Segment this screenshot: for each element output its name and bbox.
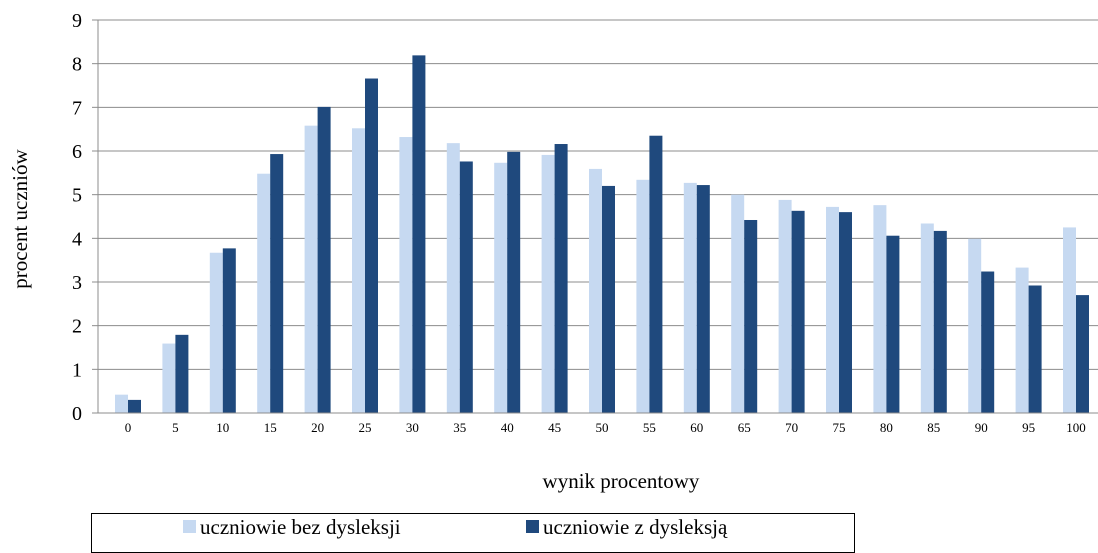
bar-z-dysleksja [886, 235, 900, 413]
y-tick-label: 3 [72, 272, 82, 294]
x-axis-title: wynik procentowy [543, 469, 700, 493]
x-tick-label: 35 [453, 420, 466, 435]
bar-bez-dysleksji [731, 194, 745, 413]
x-tick-label: 45 [548, 420, 561, 435]
x-tick-label: 15 [264, 420, 277, 435]
bar-bez-dysleksji [257, 173, 271, 413]
bar-z-dysleksja [270, 154, 284, 413]
legend-item-z-dysleksja: uczniowie z dysleksją [526, 515, 727, 540]
bar-z-dysleksja [933, 230, 947, 413]
bar-z-dysleksja [981, 271, 995, 413]
y-tick-labels: 0 1 2 3 4 5 6 7 8 9 [72, 10, 82, 425]
bar-bez-dysleksji [446, 143, 460, 413]
bar-bez-dysleksji [1015, 267, 1029, 413]
y-tick-label: 8 [72, 54, 82, 76]
bars [115, 55, 1089, 414]
bar-z-dysleksja [791, 210, 805, 413]
bar-bez-dysleksji [636, 179, 650, 413]
x-tick-label: 75 [833, 420, 846, 435]
bar-bez-dysleksji [115, 394, 128, 413]
bar-z-dysleksja [554, 144, 568, 413]
bar-bez-dysleksji [826, 206, 839, 413]
bar-z-dysleksja [507, 151, 521, 413]
x-tick-label: 100 [1066, 420, 1086, 435]
x-tick-label: 0 [125, 420, 132, 435]
bar-bez-dysleksji [304, 125, 318, 413]
bar-z-dysleksja [1076, 295, 1089, 413]
bar-bez-dysleksji [162, 343, 176, 413]
x-tick-labels: 0 5 10 15 20 25 30 35 40 45 50 55 60 65 70 75 80 85 90 95 10… [125, 420, 1086, 435]
legend-swatch-z-dysleksja [526, 520, 539, 533]
bar-bez-dysleksji [1063, 227, 1076, 413]
bar-z-dysleksja [602, 185, 615, 413]
bar-bez-dysleksji [494, 162, 508, 413]
bar-z-dysleksja [744, 219, 758, 413]
bar-z-dysleksja [412, 55, 426, 414]
x-tick-label: 20 [311, 420, 324, 435]
x-tick-label: 5 [172, 420, 179, 435]
bar-bez-dysleksji [873, 205, 887, 413]
bar-bez-dysleksji [399, 137, 413, 413]
x-tick-label: 85 [927, 420, 940, 435]
y-tick-label: 7 [72, 97, 82, 119]
legend-label-z-dysleksja: uczniowie z dysleksją [543, 515, 728, 539]
x-tick-label: 90 [975, 420, 988, 435]
bar-bez-dysleksji [209, 252, 223, 413]
bar-bez-dysleksji [541, 154, 555, 413]
y-tick-label: 6 [72, 141, 82, 163]
y-axis-title: procent uczniów [8, 148, 32, 288]
bar-bez-dysleksji [968, 238, 982, 413]
bar-z-dysleksja [317, 106, 331, 413]
y-tick-label: 0 [72, 403, 82, 425]
x-tick-label: 95 [1022, 420, 1035, 435]
bar-bez-dysleksji [778, 199, 792, 413]
x-tick-label: 50 [596, 420, 609, 435]
bar-z-dysleksja [1028, 285, 1042, 413]
y-tick-label: 4 [72, 228, 82, 250]
legend: uczniowie bez dysleksji uczniowie z dysl… [91, 513, 855, 553]
x-tick-label: 80 [880, 420, 893, 435]
y-tick-label: 2 [72, 316, 82, 338]
bar-bez-dysleksji [589, 168, 602, 413]
x-tick-label: 70 [785, 420, 798, 435]
legend-item-bez-dysleksji: uczniowie bez dysleksji [183, 515, 401, 540]
x-tick-label: 10 [216, 420, 229, 435]
legend-swatch-bez-dysleksji [183, 520, 196, 533]
y-tick-label: 1 [72, 359, 82, 381]
bar-z-dysleksja [175, 334, 189, 413]
legend-label-bez-dysleksji: uczniowie bez dysleksji [200, 515, 401, 539]
x-tick-label: 55 [643, 420, 656, 435]
bar-z-dysleksja [649, 135, 663, 413]
bar-bez-dysleksji [683, 182, 697, 413]
bar-z-dysleksja [365, 78, 378, 413]
bar-z-dysleksja [839, 212, 852, 413]
bar-z-dysleksja [128, 399, 141, 413]
y-tick-label: 9 [72, 10, 82, 32]
x-tick-label: 60 [690, 420, 703, 435]
y-tick-label: 5 [72, 185, 82, 207]
bar-bez-dysleksji [920, 223, 934, 413]
x-tick-label: 40 [501, 420, 514, 435]
bar-z-dysleksja [696, 185, 710, 413]
bar-z-dysleksja [222, 248, 236, 413]
bar-bez-dysleksji [352, 128, 365, 413]
x-tick-label: 65 [738, 420, 751, 435]
x-tick-label: 30 [406, 420, 419, 435]
x-tick-label: 25 [359, 420, 372, 435]
bar-z-dysleksja [459, 161, 473, 413]
